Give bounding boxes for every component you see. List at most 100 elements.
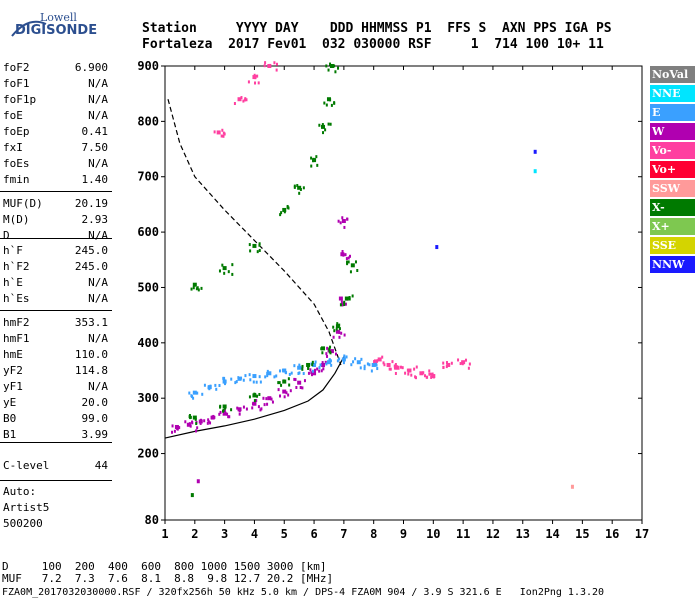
echo-speck <box>173 429 176 433</box>
echo-point <box>356 360 361 365</box>
param-row-14: h`Es N/A <box>3 291 108 306</box>
echo-point <box>312 371 317 376</box>
echo-speck <box>206 421 209 425</box>
echo-speck <box>301 367 304 371</box>
header-values: Fortaleza 2017 Fev01 032 030000 RSF 1 71… <box>142 37 604 52</box>
echo-speck <box>244 98 247 102</box>
echo-speck <box>410 373 413 377</box>
echo-speck <box>253 392 256 396</box>
echo-speck <box>320 369 323 373</box>
echo-speck <box>327 349 330 353</box>
echo-speck <box>245 98 248 102</box>
y-tick-label: 400 <box>137 336 159 350</box>
param-label: h`E <box>3 276 23 289</box>
echo-speck <box>327 122 330 126</box>
param-value: 353.1 <box>74 316 108 329</box>
echo-point <box>297 380 302 385</box>
echo-speck <box>366 362 369 366</box>
echo-speck <box>251 402 254 406</box>
x-tick-label: 10 <box>426 527 440 541</box>
echo-speck <box>201 392 204 396</box>
echo-speck <box>258 242 261 246</box>
echo-speck <box>188 422 191 426</box>
param-row-0: foF2 6.900 <box>3 60 108 75</box>
echo-point <box>267 396 272 401</box>
echo-speck <box>376 359 379 363</box>
echo-speck <box>275 374 278 378</box>
echo-point <box>297 185 302 190</box>
param-value: N/A <box>88 332 108 345</box>
legend-item: E <box>650 104 695 121</box>
param-separator <box>0 310 112 311</box>
echo-speck <box>302 186 305 190</box>
param-label: h`F <box>3 244 23 257</box>
echo-speck <box>346 217 349 221</box>
echo-speck <box>354 357 357 361</box>
param-label: foF1p <box>3 93 37 106</box>
echo-speck <box>171 424 174 428</box>
echo-speck <box>298 191 301 195</box>
echo-speck <box>214 383 217 387</box>
echo-point <box>321 124 326 129</box>
echo-speck <box>293 184 296 188</box>
echo-speck <box>222 134 225 138</box>
echo-speck <box>260 407 263 411</box>
echo-point <box>329 349 334 354</box>
param-label: foE <box>3 109 23 122</box>
echo-speck <box>321 123 324 127</box>
echo-point <box>174 424 179 429</box>
legend-item: SSE <box>650 237 695 254</box>
echo-speck <box>228 415 231 419</box>
echo-speck <box>322 364 325 368</box>
echo-speck <box>219 405 222 409</box>
echo-speck <box>191 421 194 425</box>
echo-speck <box>192 286 195 290</box>
logo-lowell: Lowell <box>40 11 77 24</box>
param-value: N/A <box>88 157 108 170</box>
param-value: 20.0 <box>81 396 109 409</box>
x-tick-label: 12 <box>486 527 500 541</box>
echo-point <box>252 374 257 379</box>
echo-speck <box>242 405 245 409</box>
echo-speck <box>188 414 191 418</box>
echo-speck <box>176 427 179 431</box>
legend-item: X- <box>650 199 695 216</box>
echo-speck <box>279 394 282 398</box>
y-tick-label: 900 <box>137 59 159 73</box>
echo-speck <box>266 374 269 378</box>
echo-speck <box>318 369 321 373</box>
x-tick-label: 13 <box>516 527 530 541</box>
echo-speck <box>207 418 210 422</box>
echo-speck <box>178 426 181 430</box>
echo-speck <box>190 287 193 291</box>
echo-point <box>252 401 257 406</box>
echo-speck <box>249 378 252 382</box>
echo-speck <box>450 361 453 365</box>
x-tick-label: 1 <box>161 527 168 541</box>
legend-item: NoVal <box>650 66 695 83</box>
echo-speck <box>442 361 445 365</box>
echo-speck <box>277 381 280 385</box>
echo-point <box>335 324 340 329</box>
echo-speck <box>428 372 431 376</box>
param-row-4: foEp 0.41 <box>3 124 108 139</box>
echo-speck <box>395 365 398 369</box>
y-tick-label: 600 <box>137 225 159 239</box>
echo-speck <box>288 372 291 376</box>
echo-point <box>282 389 287 394</box>
echo-speck <box>342 253 345 257</box>
echo-speck <box>213 415 216 419</box>
echo-speck <box>218 384 221 388</box>
param-row-8: MUF(D) 20.19 <box>3 196 108 211</box>
echo-speck <box>310 371 313 375</box>
echo-speck <box>223 409 226 413</box>
echo-speck <box>414 376 417 380</box>
param-row-11: h`F 245.0 <box>3 243 108 258</box>
echo-speck <box>310 164 313 168</box>
param-label: M(D) <box>3 213 30 226</box>
echo-point <box>329 64 334 68</box>
y-tick-label: 800 <box>137 114 159 128</box>
echo-speck <box>264 61 267 65</box>
echo-point <box>267 371 272 376</box>
param-value: 245.0 <box>74 244 108 257</box>
